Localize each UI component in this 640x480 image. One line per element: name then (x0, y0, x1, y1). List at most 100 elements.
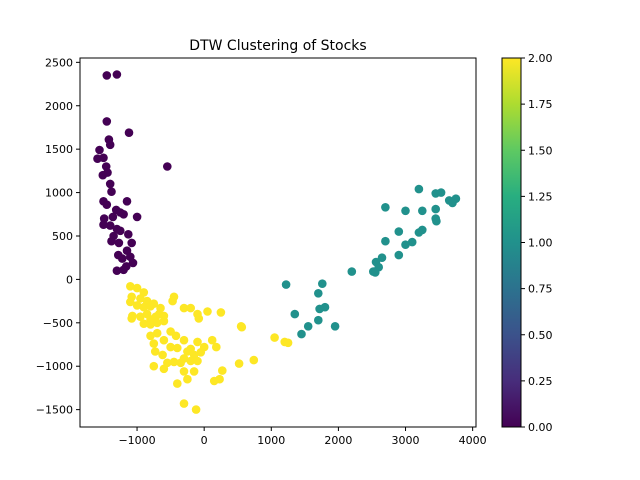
data-point-cluster-2 (173, 343, 182, 353)
data-point-cluster-2 (193, 337, 202, 347)
data-point-cluster-1 (448, 198, 457, 208)
data-point-cluster-0 (105, 179, 115, 189)
data-point-cluster-0 (119, 265, 128, 275)
x-axis: −1000 0 1000 2000 3000 4000 (118, 427, 487, 447)
data-point-cluster-2 (152, 318, 162, 328)
data-point-cluster-0 (107, 187, 116, 196)
plot-area-frame (79, 57, 477, 428)
data-point-cluster-0 (108, 212, 118, 222)
data-point-cluster-1 (394, 227, 404, 236)
y-tick-label: 0 (66, 273, 73, 286)
data-point-cluster-2 (146, 320, 155, 329)
data-point-cluster-2 (209, 376, 219, 386)
data-point-cluster-0 (107, 236, 116, 246)
x-tick-label: 3000 (392, 434, 420, 447)
data-point-cluster-1 (347, 267, 357, 276)
data-point-cluster-0 (112, 70, 122, 79)
colorbar-tick-label: 0.00 (528, 421, 553, 434)
data-point-cluster-1 (315, 304, 324, 314)
y-tick-label: −1000 (36, 360, 73, 373)
data-point-cluster-2 (183, 374, 192, 384)
data-point-cluster-1 (432, 216, 441, 226)
colorbar-tick-label: 1.25 (528, 190, 553, 203)
x-tick-label: 2000 (324, 434, 352, 447)
y-axis: −1500 −1000 −500 0 500 1000 1500 2000 2500 (36, 56, 80, 417)
y-tick-label: 500 (52, 230, 73, 243)
data-point-cluster-2 (203, 307, 212, 316)
data-point-cluster-2 (166, 342, 175, 352)
data-point-cluster-0 (163, 162, 172, 171)
data-point-cluster-0 (99, 220, 108, 229)
data-point-cluster-2 (212, 342, 221, 352)
chart-title: DTW Clustering of Stocks (189, 38, 366, 54)
data-point-cluster-0 (122, 197, 132, 206)
data-point-cluster-0 (127, 238, 136, 248)
data-point-cluster-0 (116, 226, 125, 236)
data-point-cluster-2 (126, 297, 135, 307)
data-point-cluster-1 (401, 206, 410, 216)
data-point-cluster-1 (281, 280, 291, 289)
y-tick-label: 1500 (45, 143, 73, 156)
data-point-cluster-1 (318, 279, 327, 289)
data-point-cluster-2 (216, 308, 226, 317)
x-tick-label: 1000 (257, 434, 285, 447)
data-point-cluster-2 (237, 322, 247, 332)
data-point-cluster-1 (418, 206, 427, 216)
data-point-cluster-2 (176, 358, 185, 368)
colorbar-tick-label: 2.00 (528, 52, 553, 65)
data-point-cluster-2 (207, 335, 217, 345)
data-point-cluster-2 (191, 405, 201, 414)
data-point-cluster-2 (132, 301, 142, 310)
colorbar (501, 57, 522, 428)
data-point-cluster-1 (431, 204, 441, 214)
data-point-cluster-0 (119, 210, 128, 219)
data-point-cluster-2 (283, 338, 293, 348)
data-point-cluster-0 (124, 128, 134, 137)
x-tick-label: −1000 (118, 434, 155, 447)
data-point-cluster-0 (99, 153, 108, 163)
data-point-cluster-1 (381, 203, 390, 212)
data-point-cluster-0 (128, 258, 138, 268)
data-point-cluster-2 (136, 294, 145, 303)
colorbar-tick-label: 1.00 (528, 237, 553, 250)
data-point-cluster-0 (102, 117, 112, 126)
data-point-cluster-2 (183, 347, 192, 356)
data-point-cluster-2 (159, 311, 169, 321)
data-point-cluster-1 (314, 315, 323, 325)
data-point-cluster-2 (179, 335, 189, 345)
data-point-cluster-2 (149, 339, 159, 348)
y-tick-label: 2500 (45, 56, 73, 69)
data-point-cluster-0 (105, 221, 115, 230)
data-point-cluster-2 (171, 331, 181, 341)
data-point-cluster-2 (127, 314, 136, 323)
data-point-cluster-2 (149, 299, 159, 309)
colorbar-tick-label: 0.50 (528, 329, 553, 342)
data-point-cluster-2 (152, 328, 162, 338)
data-point-cluster-2 (139, 319, 149, 329)
data-point-cluster-0 (132, 212, 142, 222)
data-point-cluster-1 (377, 253, 387, 262)
colorbar-tick-label: 0.75 (528, 283, 553, 296)
data-point-cluster-1 (394, 250, 404, 260)
data-point-cluster-0 (98, 170, 108, 180)
data-point-cluster-1 (381, 236, 390, 246)
colorbar-tick-label: 0.25 (528, 375, 553, 388)
data-point-cluster-1 (303, 322, 313, 331)
y-tick-label: 1000 (45, 187, 73, 200)
colorbar-axis: 0.00 0.25 0.50 0.75 1.00 1.25 1.50 1.75 2.00 (521, 52, 553, 434)
data-point-cluster-1 (290, 309, 300, 319)
colorbar-tick-label: 1.75 (528, 98, 553, 111)
data-point-cluster-2 (196, 348, 206, 357)
data-point-cluster-2 (179, 303, 189, 313)
data-point-cluster-2 (146, 331, 155, 341)
data-point-cluster-0 (112, 266, 122, 276)
data-point-cluster-0 (124, 230, 133, 239)
data-point-cluster-2 (169, 357, 179, 367)
y-tick-label: −500 (43, 317, 73, 330)
data-point-cluster-1 (407, 237, 417, 247)
data-point-cluster-1 (371, 268, 380, 277)
data-point-cluster-0 (102, 71, 112, 80)
data-point-cluster-2 (173, 379, 182, 388)
data-point-cluster-2 (179, 367, 189, 376)
